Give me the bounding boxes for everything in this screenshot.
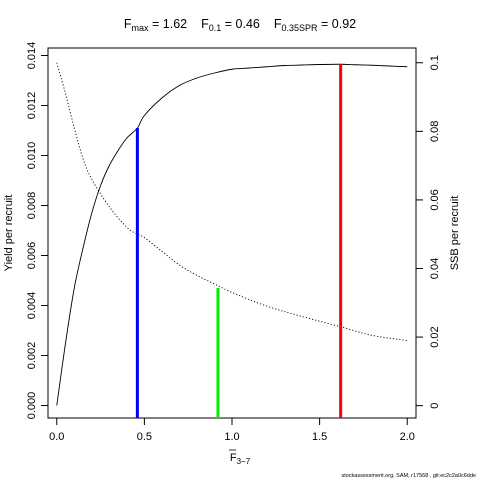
- fspr-sub: 0.35SPR: [282, 23, 319, 33]
- chart-title: Fmax = 1.62 F0.1 = 0.46 F0.35SPR = 0.92: [124, 17, 356, 33]
- x-axis-label: F: [230, 452, 237, 464]
- f01-sub: 0.1: [209, 23, 222, 33]
- y-right-axis-ticks: 0 0.02 0.04 0.06 0.08 0.1: [416, 55, 441, 409]
- x-tick-label: 0.0: [49, 431, 64, 443]
- y-left-tick-label: 0.006: [26, 242, 38, 270]
- y-right-tick-label: 0: [429, 403, 441, 409]
- yield-per-recruit-curve: [56, 63, 408, 406]
- y-right-tick-label: 0.1: [429, 55, 441, 70]
- y-left-tick-label: 0.010: [26, 142, 38, 170]
- y-right-tick-label: 0.02: [429, 326, 441, 347]
- fmax-sub: max: [132, 23, 150, 33]
- y-left-axis-title: Yield per recruit: [3, 195, 15, 272]
- ssb-per-recruit-curve: [56, 62, 408, 341]
- f01-label: F: [201, 17, 209, 31]
- y-left-axis-ticks: 0.000 0.002 0.004 0.006 0.008 0.010 0.012 0.014: [26, 42, 48, 420]
- y-left-tick-label: 0.012: [26, 92, 38, 120]
- y-left-tick-label: 0.002: [26, 342, 38, 370]
- y-right-tick-label: 0.04: [429, 258, 441, 279]
- fspr-label: F: [274, 17, 282, 31]
- x-tick-label: 2.0: [400, 431, 415, 443]
- reference-lines: [135, 64, 343, 418]
- fmax-value: = 1.62: [149, 17, 188, 31]
- x-tick-label: 1.0: [224, 431, 239, 443]
- plot-frame: [47, 47, 417, 419]
- y-right-axis-title: SSB per recruit: [449, 196, 461, 271]
- y-left-tick-label: 0.000: [26, 392, 38, 420]
- y-left-tick-label: 0.004: [26, 292, 38, 320]
- y-left-tick-label: 0.008: [26, 192, 38, 220]
- y-right-tick-label: 0.08: [429, 121, 441, 142]
- series-layer: [56, 62, 408, 406]
- footer-credit: stockassessment.org, SAM, r17568 , git:e…: [341, 473, 476, 479]
- y-right-tick-label: 0.06: [429, 189, 441, 210]
- x-tick-label: 0.5: [137, 431, 152, 443]
- fspr-value: = 0.92: [318, 17, 357, 31]
- x-axis-label-sub: 3−7: [237, 457, 251, 466]
- f01-value: = 0.46: [221, 17, 260, 31]
- x-axis-title: F3−7: [230, 452, 251, 466]
- y-left-tick-label: 0.014: [26, 42, 38, 70]
- fmax-label: F: [124, 17, 132, 31]
- x-axis-ticks: 0.0 0.5 1.0 1.5 2.0: [49, 418, 415, 443]
- x-tick-label: 1.5: [312, 431, 327, 443]
